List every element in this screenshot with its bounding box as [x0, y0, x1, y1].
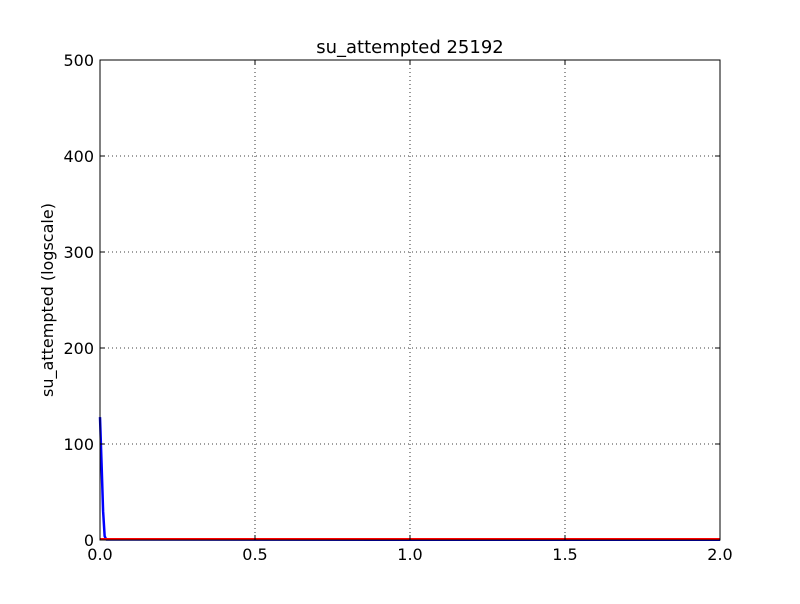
x-tick-label: 1.0 — [397, 545, 422, 564]
y-tick-label: 200 — [63, 339, 94, 358]
y-axis-label: su_attempted (logscale) — [38, 203, 58, 397]
x-tick-label: 2.0 — [707, 545, 732, 564]
y-tick-label: 500 — [63, 51, 94, 70]
x-tick-label: 1.5 — [552, 545, 577, 564]
y-tick-label: 0 — [84, 531, 94, 550]
y-tick-label: 100 — [63, 435, 94, 454]
x-tick-label: 0.0 — [87, 545, 112, 564]
grid-layer — [100, 60, 720, 540]
x-tick-label: 0.5 — [242, 545, 267, 564]
y-tick-label: 400 — [63, 147, 94, 166]
tick-layer: 0.0 0.5 1.0 1.5 2.0 0 100 200 300 400 500 — [63, 51, 732, 564]
chart-title: su_attempted 25192 — [316, 37, 504, 58]
y-tick-label: 300 — [63, 243, 94, 262]
